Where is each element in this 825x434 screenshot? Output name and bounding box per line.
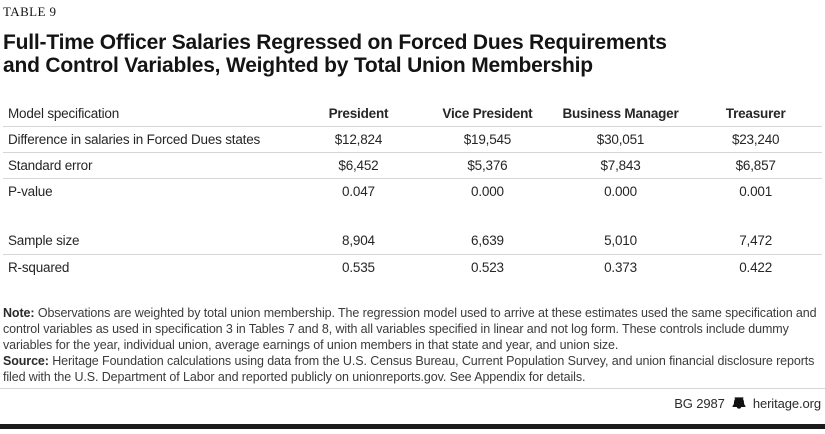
table-row-sample-size: Sample size 8,904 6,639 5,010 7,472	[3, 228, 822, 255]
cell-value: $6,857	[689, 152, 822, 179]
row-label: Difference in salaries in Forced Dues st…	[3, 126, 294, 153]
source-label: Source:	[3, 354, 49, 368]
table-row-r-squared: R-squared 0.535 0.523 0.373 0.422	[3, 254, 822, 280]
bottom-bar	[0, 424, 825, 429]
cell-value: $6,452	[293, 152, 424, 179]
table-number-label: TABLE 9	[3, 4, 57, 19]
column-header-vice-president: Vice President	[423, 101, 552, 127]
table-title-line1: Full-Time Officer Salaries Regressed on …	[3, 31, 667, 54]
cell-value: 0.001	[739, 183, 773, 199]
table-header-row: Model specification President Vice Presi…	[3, 101, 822, 127]
cell-value: 0.535	[342, 259, 375, 275]
cell-value: 0.000	[604, 183, 637, 199]
cell-value: 7,472	[689, 228, 822, 255]
table-title-line2: and Control Variables, Weighted by Total…	[3, 54, 593, 77]
row-label: Standard error	[3, 152, 294, 179]
column-header-president: President	[293, 101, 424, 127]
cell-value: 0.422	[739, 259, 773, 275]
cell-value: 0.047	[342, 183, 375, 199]
footer-rule	[0, 388, 825, 389]
cell-value: $12,824	[293, 126, 424, 153]
column-header-treasurer: Treasurer	[689, 101, 822, 127]
cell-value: $7,843	[551, 152, 690, 179]
cell-value: $19,545	[423, 126, 552, 153]
table-spacer-row	[3, 204, 822, 228]
cell-value: 0.523	[471, 259, 504, 275]
cell-value: $5,376	[423, 152, 552, 179]
table-title: Full-Time Officer Salaries Regressed on …	[3, 31, 822, 77]
liberty-bell-icon	[732, 397, 746, 410]
cell-value: 5,010	[551, 228, 690, 255]
note-label: Note:	[3, 306, 35, 320]
table-row-standard-error: Standard error $6,452 $5,376 $7,843 $6,8…	[3, 152, 822, 179]
column-header-business-manager: Business Manager	[551, 101, 690, 127]
row-label: Sample size	[3, 228, 294, 255]
table-row-p-value: P-value 0.047 0.000 0.000 0.001	[3, 178, 822, 204]
column-header-model-specification: Model specification	[3, 101, 294, 127]
cell-value: 6,639	[423, 228, 552, 255]
note-paragraph: Note: Observations are weighted by total…	[3, 305, 822, 353]
source-paragraph: Source: Heritage Foundation calculations…	[3, 353, 822, 385]
regression-results-table: Model specification President Vice Presi…	[3, 101, 822, 280]
source-text: Heritage Foundation calculations using d…	[3, 354, 815, 384]
cell-value: $30,051	[551, 126, 690, 153]
cell-value: 0.000	[471, 183, 504, 199]
cell-value: 0.373	[604, 259, 637, 275]
footer: BG 2987 heritage.org	[674, 396, 821, 411]
document-id: BG 2987	[674, 396, 725, 411]
row-label: P-value	[8, 183, 53, 199]
table-notes: Note: Observations are weighted by total…	[3, 305, 822, 385]
table-row-difference: Difference in salaries in Forced Dues st…	[3, 126, 822, 153]
note-text: Observations are weighted by total union…	[3, 306, 817, 352]
cell-value: 8,904	[293, 228, 424, 255]
site-url: heritage.org	[752, 396, 821, 411]
row-label: R-squared	[8, 259, 70, 275]
cell-value: $23,240	[689, 126, 822, 153]
